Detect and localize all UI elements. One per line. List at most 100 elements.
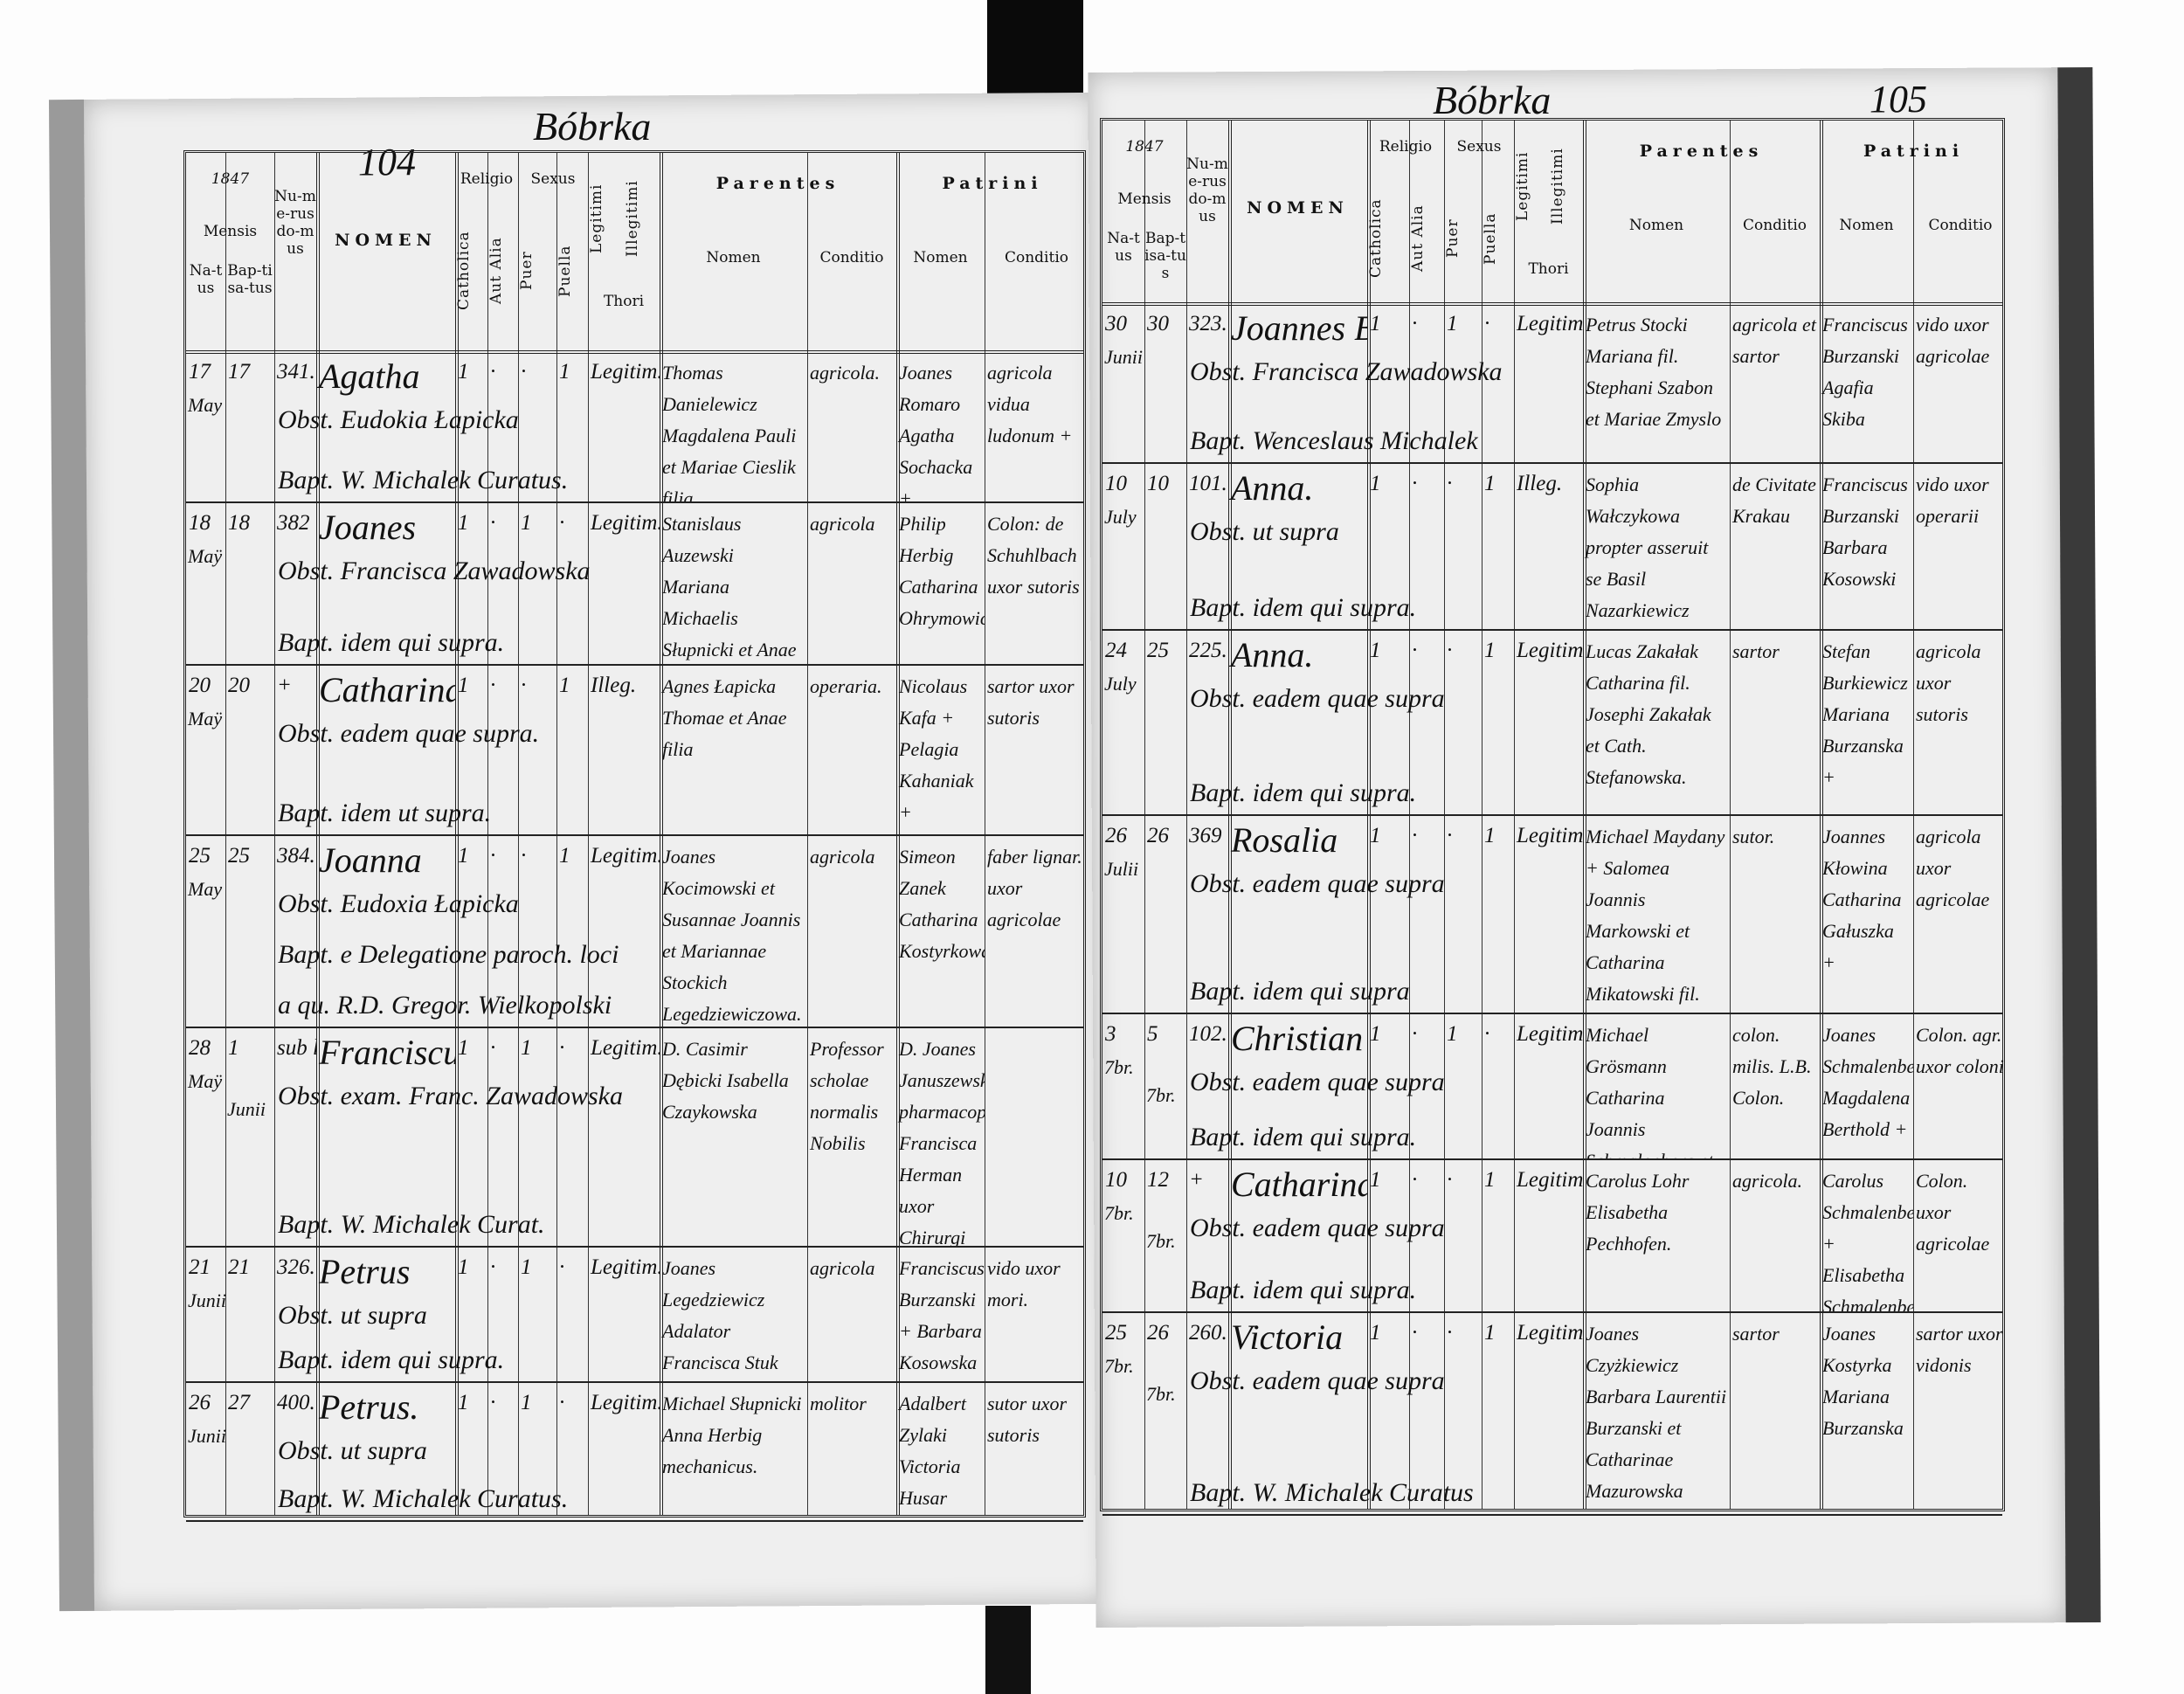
- entry-aut-alia: ·: [490, 1391, 496, 1414]
- entry-patrini-nomen: Simeon Zanek Catharina Kostyrkowa: [899, 846, 985, 962]
- entry-thori: Legitim.: [1517, 1321, 1583, 1345]
- entry-obstetrix-note: Obst. exam. Franc. Zawadowska: [278, 1082, 623, 1110]
- register-entry: 25 25 384. Joanna 1 · · 1 Legitim. Joanes Kocimow…: [186, 834, 1083, 1028]
- book-binding-shadow: [985, 1606, 1031, 1694]
- entry-domus: 369: [1189, 824, 1222, 847]
- entry-birth-month: Julii: [1104, 858, 1139, 880]
- register-entry: 21 21 326. Petrus 1 · 1 · Legitim. Joanes Legedzi…: [186, 1246, 1083, 1383]
- catholica-label: Catholica: [455, 231, 473, 311]
- entry-parentes-conditio: agricola et sartor: [1732, 314, 1816, 367]
- entry-parentes-nomen: Joanes Kocimowski et Susannae Joannis et…: [662, 846, 802, 1025]
- entry-baptisatus: 12: [1147, 1168, 1169, 1192]
- puella-label: Puella: [556, 245, 574, 297]
- baptisatus-label: Bap-tisa-tus: [227, 262, 273, 297]
- column-rule: [660, 153, 663, 1515]
- entry-patrini-nomen: D. Joanes Januszewski pharmacop. Francis…: [899, 1038, 985, 1246]
- entry-parentes-conditio: agricola.: [810, 362, 881, 384]
- entry-thori: Legitim.: [1517, 312, 1583, 335]
- numerus-domus-label: Nu-me-rus do-mus: [274, 188, 316, 258]
- entry-birth-month: July: [1104, 506, 1137, 528]
- entry-domus: 326.: [277, 1255, 315, 1279]
- entry-catholica: 1: [458, 511, 469, 535]
- entry-thori: Illeg.: [1517, 472, 1563, 495]
- entry-thori: Legitima: [1517, 824, 1583, 847]
- entry-patrini-conditio: agricola uxor sutoris: [1916, 640, 1981, 725]
- entry-baptisatus: 10: [1147, 472, 1169, 495]
- entry-puer: ·: [521, 674, 527, 697]
- entry-baptizans-note: Bapt. W. Michalek Curatus.: [278, 1484, 569, 1513]
- entry-birth-month: Junii: [188, 1425, 226, 1447]
- natus-label: Na-tus: [189, 262, 223, 297]
- entry-nomen: Joannes Bapt.: [1231, 308, 1367, 348]
- entry-thori: Legitim.: [1517, 1022, 1583, 1046]
- entry-baptisatus: 20: [228, 674, 250, 697]
- entry-obstetrix-note: Obst. eadem quae supra: [1190, 1068, 1445, 1096]
- entry-puer: 1: [521, 1391, 532, 1414]
- entry-natus: 21: [189, 1255, 211, 1279]
- patrini-conditio-label: Conditio: [1928, 217, 1993, 234]
- entry-birth-month: July: [1104, 673, 1137, 695]
- entry-catholica: 1: [1370, 1022, 1381, 1046]
- entry-parentes-nomen: Michael Maydany + Salomea Joannis Markow…: [1586, 826, 1725, 1005]
- entry-natus: 3: [1105, 1022, 1116, 1046]
- entry-puella: 1: [559, 844, 570, 868]
- entry-parentes-conditio: operaria.: [810, 675, 882, 697]
- entry-baptisatus: 5: [1147, 1022, 1158, 1046]
- entry-patrini-nomen: Joannes Kłowina Catharina Gałuszka +: [1822, 826, 1902, 973]
- table-header: 1847 Mensis Na-tus Bap-tisa-tus Nu-me-rus do…: [1102, 121, 2002, 306]
- entry-patrini-nomen: Joanes Schmalenberg Magdalena Berthold +: [1822, 1024, 1913, 1140]
- entry-baptizans-note: Bapt. W. Michalek Curatus: [1190, 1478, 1474, 1507]
- entry-nomen: Anna.: [1231, 468, 1314, 508]
- entry-parentes-nomen: Sophia Wałczykowa propter asseruit se Ba…: [1586, 474, 1709, 621]
- entry-obstetrix-note: Obst. eadem quae supra.: [278, 719, 540, 748]
- entry-birth-month: 7br.: [1104, 1056, 1134, 1078]
- entry-baptizans-note: a qu. R.D. Gregor. Wielkopolski: [278, 991, 612, 1020]
- entry-baptizans-note: Bapt. W. Michalek Curatus.: [278, 466, 569, 494]
- patrini-label: Patrini: [1863, 142, 1965, 161]
- entry-natus: 20: [189, 674, 211, 697]
- entry-baptizans-note: Bapt. idem qui supra.: [1190, 778, 1417, 807]
- right-page-title: Bóbrka: [1433, 78, 1552, 122]
- nomen-label: NOMEN: [335, 231, 437, 250]
- entry-puella: ·: [559, 1255, 565, 1279]
- entry-baptisatus: 1: [228, 1036, 239, 1060]
- baptisatus-label: Bap-tisa-tus: [1144, 230, 1186, 282]
- entry-puer: 1: [521, 1036, 532, 1060]
- entry-natus: 30: [1105, 312, 1127, 335]
- sexus-label: Sexus: [1456, 138, 1502, 156]
- entry-baptisatus: 27: [228, 1391, 250, 1414]
- entry-thori: Illeg.: [591, 674, 637, 697]
- entry-baptism-month: 7br.: [1146, 1230, 1176, 1252]
- entry-nomen: Christian +: [1231, 1019, 1367, 1058]
- entry-baptizans-note: Bapt. Wenceslaus Michalek: [1190, 426, 1478, 455]
- left-register-table: 1847 Mensis Na-tus Bap-tisa-tus Nu-me-rus do…: [183, 150, 1086, 1522]
- entry-baptisatus: 17: [228, 360, 250, 384]
- parentes-label: Parentes: [715, 174, 840, 193]
- entry-nomen: Joanna: [319, 840, 422, 880]
- entry-baptizans-note: Bapt. idem qui supra: [1190, 977, 1410, 1006]
- column-rule: [487, 153, 488, 1515]
- entry-baptism-month: 7br.: [1146, 1383, 1176, 1405]
- entry-catholica: 1: [1370, 1168, 1381, 1192]
- entry-birth-month: Junii: [188, 1290, 226, 1311]
- puer-label: Puer: [1444, 218, 1462, 259]
- parentes-label: Parentes: [1639, 142, 1764, 161]
- entry-puella: 1: [1484, 472, 1496, 495]
- entry-thori: Legitim.: [591, 511, 660, 535]
- entry-natus: 28: [189, 1036, 211, 1060]
- entry-parentes-conditio: colon. milis. L.B. Colon.: [1732, 1024, 1812, 1109]
- entry-parentes-nomen: Thomas Danielewicz Magdalena Pauli et Ma…: [662, 362, 797, 501]
- entry-natus: 10: [1105, 472, 1127, 495]
- entry-patrini-conditio: sartor uxor sutoris: [987, 675, 1075, 729]
- entry-patrini-conditio: agricola uxor agricolae: [1916, 826, 1990, 910]
- thori-label: Thori: [603, 293, 645, 310]
- entry-thori: Legitim.: [1517, 1168, 1583, 1192]
- entry-parentes-conditio: agricola: [810, 513, 875, 535]
- religio-label: Religio: [1379, 138, 1433, 156]
- entry-puella: 1: [1484, 824, 1496, 847]
- column-rule: [807, 153, 808, 1515]
- entry-baptism-month: Junii: [227, 1098, 266, 1120]
- entry-birth-month: May: [188, 878, 223, 900]
- left-page-number: 104: [358, 141, 416, 183]
- entry-parentes-nomen: Carolus Lohr Elisabetha Pechhofen.: [1586, 1170, 1690, 1255]
